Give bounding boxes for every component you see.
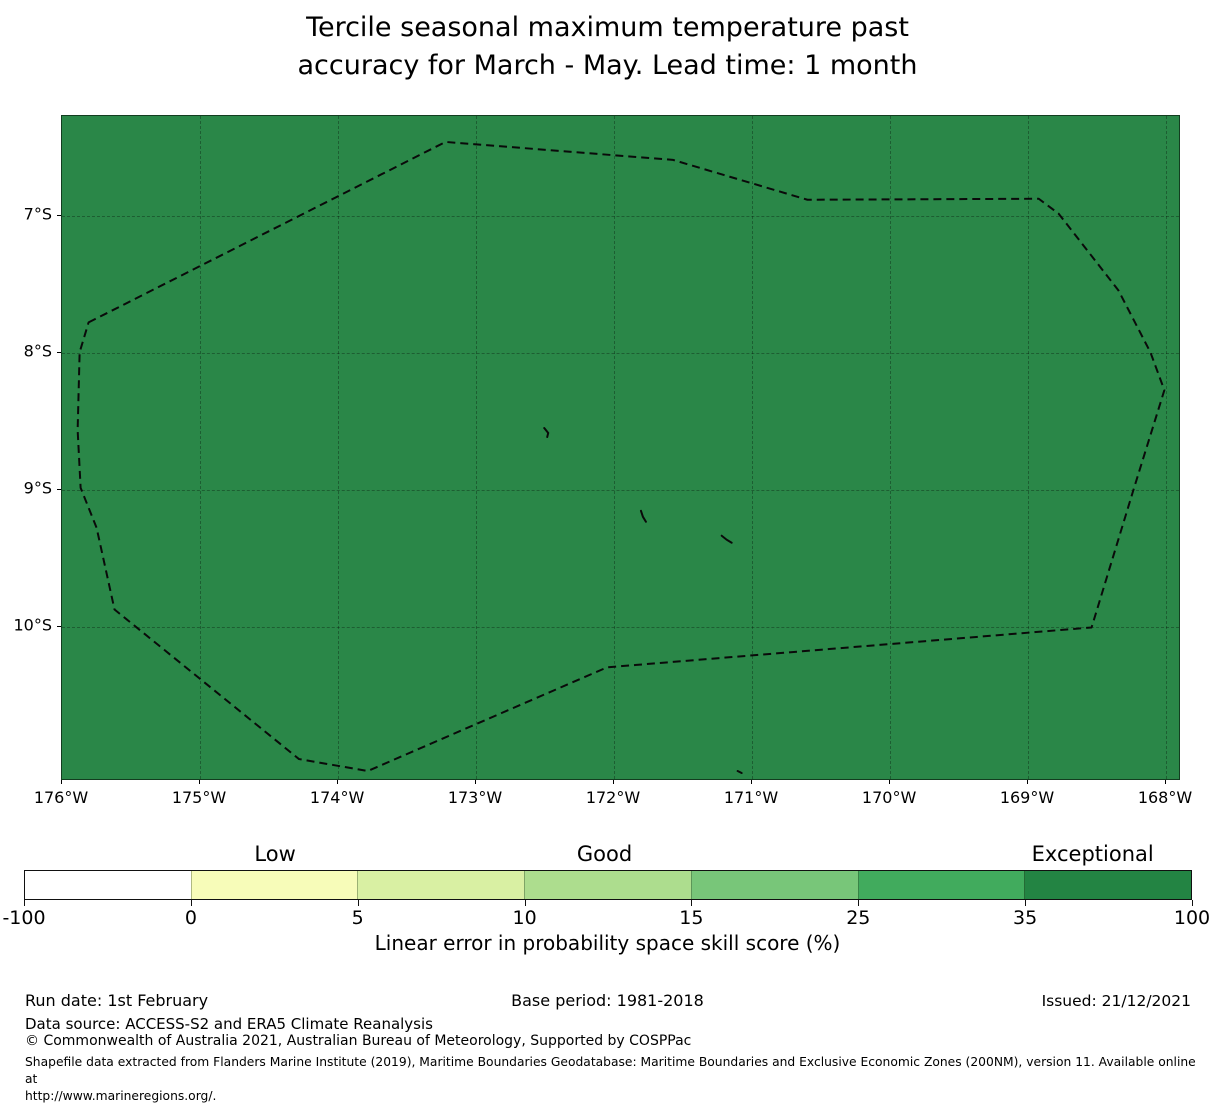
colorbar-tick-mark xyxy=(1192,900,1193,906)
x-tick-label: 168°W xyxy=(1137,788,1193,807)
y-gridline xyxy=(62,627,1179,628)
colorbar-qualitative-label: Good xyxy=(576,842,633,866)
y-gridline xyxy=(62,216,1179,217)
y-gridline xyxy=(62,353,1179,354)
data-source-text: Data source: ACCESS-S2 and ERA5 Climate … xyxy=(25,1015,433,1033)
x-tick-label: 176°W xyxy=(33,788,89,807)
copyright-text: © Commonwealth of Australia 2021, Austra… xyxy=(25,1033,692,1049)
colorbar-tick-mark xyxy=(858,900,860,906)
x-tick-mark xyxy=(751,780,752,784)
colorbar-tick-label: 5 xyxy=(351,907,364,929)
x-tick-mark xyxy=(1027,780,1028,784)
x-tick-mark xyxy=(199,780,200,784)
map-plot-area xyxy=(61,115,1180,780)
y-tick-label: 7°S xyxy=(23,204,52,224)
x-gridline xyxy=(752,116,753,779)
colorbar-tick-label: 100 xyxy=(1173,907,1211,929)
shapefile-attribution-text: Shapefile data extracted from Flanders M… xyxy=(25,1054,1205,1106)
y-tick-mark xyxy=(57,215,61,216)
colorbar-tick-label: 0 xyxy=(184,907,197,929)
x-tick-label: 173°W xyxy=(447,788,503,807)
x-tick-mark xyxy=(337,780,339,784)
y-tick-label: 10°S xyxy=(13,615,52,635)
colorbar-segment xyxy=(190,871,358,899)
colorbar-tick-label: -100 xyxy=(2,907,46,929)
x-tick-mark xyxy=(889,780,891,784)
x-gridline xyxy=(476,116,477,779)
colorbar-tick-label: 15 xyxy=(679,907,704,929)
shapefile-attribution-line1: Shapefile data extracted from Flanders M… xyxy=(25,1055,1196,1087)
x-gridline xyxy=(614,116,615,779)
colorbar-segment xyxy=(524,871,691,899)
colorbar-tick-mark xyxy=(24,900,25,906)
colorbar-axis-label: Linear error in probability space skill … xyxy=(374,931,841,955)
colorbar-segment xyxy=(25,871,191,899)
colorbar-tick-mark xyxy=(1025,900,1027,906)
y-tick-mark xyxy=(57,352,61,353)
chart-title-line1: Tercile seasonal maximum temperature pas… xyxy=(306,12,909,43)
chart-title-line2: accuracy for March - May. Lead time: 1 m… xyxy=(297,50,918,82)
base-period-text: Base period: 1981-2018 xyxy=(511,991,704,1010)
eez-boundary-layer xyxy=(76,140,1166,775)
eez-dashed-boundary xyxy=(76,140,1166,773)
x-gridline xyxy=(1166,116,1167,779)
y-tick-mark xyxy=(57,626,61,627)
x-tick-label: 174°W xyxy=(309,788,365,807)
x-tick-label: 172°W xyxy=(585,788,641,807)
x-tick-mark xyxy=(61,780,62,784)
y-tick-label: 9°S xyxy=(23,478,52,498)
colorbar-tick-mark xyxy=(190,900,192,906)
chart-title: Tercile seasonal maximum temperature pas… xyxy=(0,9,1215,86)
x-tick-mark xyxy=(1165,780,1166,784)
x-gridline xyxy=(338,116,340,779)
shapefile-attribution-line2: http://www.marineregions.org/. xyxy=(25,1089,217,1104)
x-gridline xyxy=(1028,116,1029,779)
x-gridline xyxy=(200,116,201,779)
colorbar-segment xyxy=(857,871,1025,899)
colorbar-tick-mark xyxy=(524,900,526,906)
run-date-text: Run date: 1st February xyxy=(25,991,209,1010)
x-tick-mark xyxy=(475,780,476,784)
x-tick-label: 175°W xyxy=(171,788,227,807)
x-tick-mark xyxy=(613,780,614,784)
y-tick-mark xyxy=(57,489,61,490)
y-tick-label: 8°S xyxy=(23,341,52,361)
colorbar-tick-mark xyxy=(357,900,359,906)
colorbar-tick-mark xyxy=(691,900,693,906)
colorbar-tick-label: 35 xyxy=(1013,907,1038,929)
colorbar-qualitative-label: Exceptional xyxy=(1031,842,1154,866)
colorbar-segment xyxy=(357,871,525,899)
colorbar-tick-label: 25 xyxy=(846,907,871,929)
x-tick-label: 169°W xyxy=(999,788,1055,807)
x-gridline xyxy=(890,116,892,779)
x-tick-label: 171°W xyxy=(723,788,779,807)
colorbar xyxy=(24,870,1192,900)
issued-date-text: Issued: 21/12/2021 xyxy=(1041,992,1191,1010)
y-gridline xyxy=(62,490,1179,491)
colorbar-tick-label: 10 xyxy=(512,907,537,929)
x-tick-label: 170°W xyxy=(861,788,917,807)
colorbar-segment xyxy=(690,871,858,899)
colorbar-segment xyxy=(1024,871,1192,899)
island-marks xyxy=(543,427,743,775)
colorbar-qualitative-label: Low xyxy=(254,842,296,866)
